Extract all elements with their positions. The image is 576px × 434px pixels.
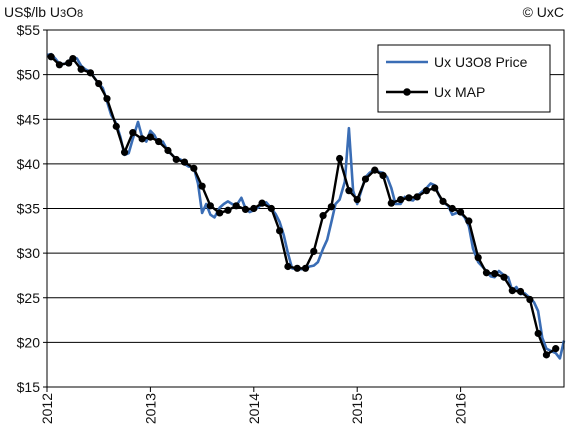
x-tick-label-2015: 2015 [349,393,365,424]
map-point-52 [491,270,499,278]
y-tick-label-35: $35 [17,201,41,217]
map-point-34 [336,154,344,163]
map-point-40 [387,199,395,207]
map-point-43 [413,193,421,201]
map-point-26 [267,204,275,213]
map-point-39 [379,171,387,180]
map-point-58 [542,351,551,359]
map-point-7 [103,95,111,103]
map-point-57 [534,329,542,338]
map-point-5 [86,69,95,77]
map-point-44 [422,187,431,195]
y-tick-label-55: $55 [17,22,41,38]
map-point-12 [146,133,154,141]
map-point-21 [224,206,232,214]
map-point-13 [155,137,163,146]
x-tick-label-2012: 2012 [39,393,55,424]
map-point-8 [112,122,120,130]
y-tick-label-20: $20 [17,334,41,350]
x-tick-label-2013: 2013 [142,393,158,424]
map-point-55 [516,287,525,296]
map-point-24 [250,204,258,213]
map-point-0 [47,53,55,61]
y-tick-label-25: $25 [17,290,41,306]
x-tick-label-2014: 2014 [246,393,262,424]
map-point-59 [552,345,560,353]
map-point-28 [284,262,292,271]
map-point-36 [353,195,361,204]
legend-label-price: Ux U3O8 Price [434,54,528,70]
map-point-22 [232,202,240,210]
credit-label: © UxC [522,4,564,20]
map-point-33 [327,203,335,211]
map-point-10 [129,129,137,137]
map-point-4 [77,65,85,73]
map-point-20 [216,209,224,217]
map-point-48 [457,208,465,216]
map-point-3 [69,54,77,63]
map-point-15 [172,155,180,164]
map-point-38 [371,166,379,174]
x-ticks [46,387,462,392]
map-point-29 [293,264,301,272]
map-point-30 [301,264,310,272]
map-point-31 [310,247,318,255]
y-tick-label-30: $30 [17,245,41,261]
legend-label-map: Ux MAP [434,84,485,100]
x-tick-labels: 2012 2013 2014 2015 2016 [39,393,469,424]
map-point-47 [448,204,456,213]
plot-frame [46,29,565,388]
map-point-54 [508,287,516,295]
legend-box [377,44,551,113]
y-tick-label-15: $15 [17,379,41,395]
map-point-42 [405,194,413,202]
map-point-45 [431,184,439,192]
y-tick-label-45: $45 [17,111,41,127]
y-axis-label: US$/lb U3O8 [4,4,84,20]
map-point-46 [439,197,447,205]
map-point-17 [190,164,198,172]
map-point-53 [500,273,508,281]
map-point-18 [198,182,206,190]
x-tick-label-2016: 2016 [453,393,469,424]
map-point-56 [526,295,534,304]
y-tick-labels: $15 $20 $25 $30 $35 $40 $45 $50 $55 [17,22,41,395]
map-point-32 [319,212,327,220]
map-point-1 [55,61,64,69]
map-point-14 [164,146,172,155]
map-point-16 [180,158,189,166]
map-point-51 [482,269,491,277]
map-point-23 [241,205,250,213]
map-point-19 [206,202,214,210]
map-point-41 [397,195,405,204]
legend: Ux U3O8 Price Ux MAP [377,44,551,113]
map-point-27 [276,227,284,235]
series-layer [46,52,566,360]
map-point-35 [345,187,353,195]
map-point-50 [474,253,482,262]
map-point-11 [138,135,146,143]
y-tick-label-40: $40 [17,156,41,172]
map-point-49 [465,217,473,225]
map-point-9 [120,148,129,156]
legend-marker-map [403,88,411,96]
map-point-37 [361,175,370,183]
map-point-6 [95,79,103,88]
map-point-25 [258,199,266,207]
y-tick-label-50: $50 [17,67,41,83]
